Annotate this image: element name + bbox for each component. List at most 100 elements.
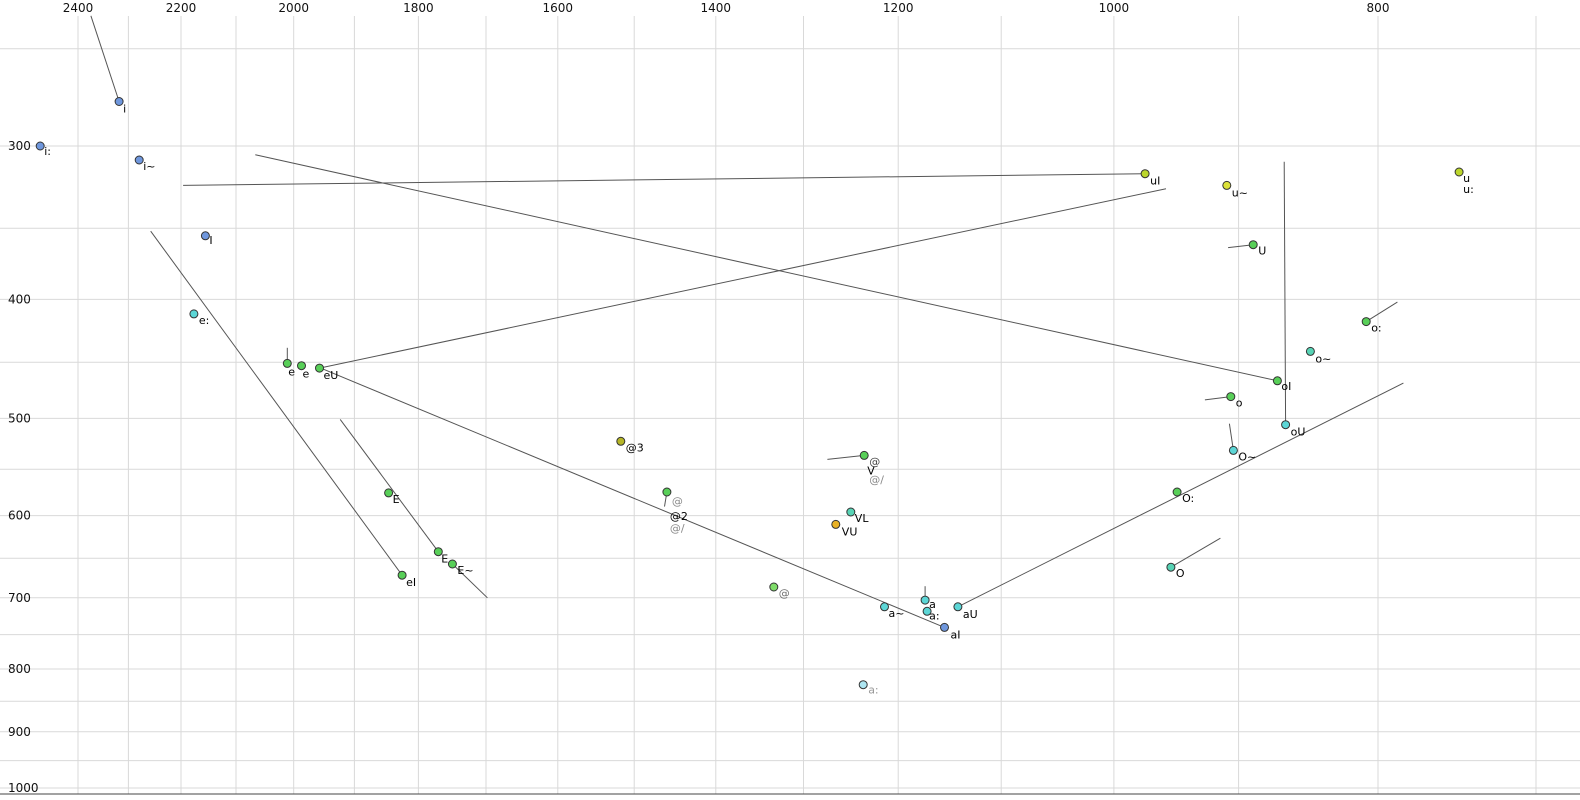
vowel-label-a-long: a: [929, 609, 939, 622]
vowel-point-O-nasal [1228, 445, 1238, 455]
vowel-label-uI: uI [1150, 175, 1160, 188]
vowel-point-aU [953, 602, 963, 612]
y-tick-label: 600 [8, 509, 31, 523]
vowel-label-VL: VL [855, 512, 870, 525]
vowel-point-aI [940, 622, 949, 632]
vowel-tail-oU [1283, 161, 1287, 425]
vowel-tail-aI [320, 367, 945, 628]
vowel-point-VU [831, 519, 841, 529]
vowel-point-o-long [1361, 317, 1371, 327]
vowel-label-oI: oI [1281, 380, 1291, 393]
x-tick-label: 1800 [403, 1, 434, 15]
vowel-point-i [114, 97, 124, 106]
y-tick-label: 300 [8, 139, 31, 153]
vowel-label-e-long: e: [199, 314, 209, 327]
x-tick-label: 1600 [543, 1, 574, 15]
vowel-label-u-nasal: u~ [1232, 186, 1248, 199]
x-tick-label: 1200 [883, 1, 914, 15]
vowel-label-o: o [1236, 397, 1243, 410]
y-tick-label: 800 [8, 662, 31, 676]
vowel-label-schwa2: @2 [670, 510, 688, 523]
vowel-point-a-long [922, 606, 932, 616]
vowel-point-E1 [384, 488, 394, 498]
vowel-point-a [920, 595, 930, 605]
vowel-point-o [1226, 392, 1236, 402]
vowel-point-O [1166, 562, 1176, 572]
vowel-point-E2 [433, 547, 443, 557]
vowel-tail-eI [150, 230, 403, 576]
x-tick-label: 2200 [166, 1, 197, 15]
vowel-tail-V [827, 454, 865, 460]
vowel-point-schwa3 [616, 436, 626, 446]
vowel-tail-uI [183, 173, 1146, 186]
vowel-point-schwa2 [662, 487, 672, 497]
vowel-label-E2: E [441, 553, 448, 566]
vowel-label-schwa2: @ [672, 495, 683, 508]
vowel-point-eI [397, 570, 407, 580]
vowel-label-schwa3: @3 [626, 441, 644, 454]
vowel-point-oI [1272, 376, 1282, 386]
vowel-label-i: i [123, 103, 126, 116]
vowel-label-eU: eU [324, 369, 339, 382]
vowel-label-O-long: O: [1182, 492, 1194, 505]
vowel-label-e2: e [303, 368, 310, 381]
vowel-label-a: a [929, 598, 936, 611]
y-tick-label: 500 [8, 411, 31, 425]
vowel-point-I [200, 231, 210, 241]
vowel-tail-E2 [339, 419, 439, 552]
vowel-label-E-nasal: E~ [457, 564, 473, 577]
vowel-label-a-long-2: a: [868, 684, 878, 697]
vowel-label-schwa2: @/ [670, 522, 685, 535]
x-tick-label: 1400 [701, 1, 732, 15]
vowel-label-u-long: u [1463, 172, 1470, 185]
vowel-label-aU: aU [963, 608, 978, 621]
vowel-label-V: @ [869, 455, 880, 468]
y-tick-label: 900 [8, 725, 31, 739]
vowel-point-V [859, 450, 869, 460]
vowel-point-i-long [35, 141, 45, 151]
vowel-tail-O [1170, 537, 1221, 568]
vowel-point-e-long [189, 309, 199, 319]
vowel-point-a-nasal [880, 602, 889, 612]
vowel-point-u-nasal [1222, 180, 1232, 190]
vowel-label-V: V [867, 464, 875, 477]
vowel-label-a-nasal: a~ [889, 607, 905, 620]
vowel-point-a-long-2 [858, 680, 868, 690]
vowel-label-e1: e [288, 365, 295, 378]
vowel-label-u-long: u: [1463, 183, 1474, 196]
vowel-label-schwa: @ [779, 587, 790, 600]
vowel-point-i-nasal [134, 155, 144, 165]
vowel-tail-oI [255, 154, 1278, 382]
vowel-label-o-long: o: [1371, 322, 1381, 335]
vowel-label-O-nasal: O~ [1238, 450, 1256, 463]
y-tick-label: 400 [8, 292, 31, 306]
vowel-label-I: I [209, 234, 212, 247]
vowel-tail-aU [957, 382, 1404, 608]
vowel-point-oU [1281, 420, 1291, 430]
vowel-tail-o-long [1365, 301, 1398, 323]
vowel-point-e1 [282, 358, 292, 368]
vowel-point-u-long [1454, 167, 1464, 177]
vowel-tail-i [90, 15, 120, 102]
y-tick-label: 1000 [8, 781, 39, 795]
vowel-label-eI: eI [406, 576, 416, 589]
vowel-tail-E-nasal [452, 563, 488, 599]
vowel-point-U [1248, 240, 1258, 250]
vowel-label-aI: aI [951, 628, 961, 641]
vowel-label-U: U [1258, 245, 1266, 258]
vowel-tail-eU [319, 188, 1167, 369]
vowel-label-E1: E [393, 493, 400, 506]
vowel-label-VU: VU [842, 525, 858, 538]
vowel-label-oU: oU [1291, 426, 1306, 439]
x-tick-label: 1000 [1099, 1, 1130, 15]
vowel-point-O-long [1172, 487, 1182, 497]
vowel-label-o-nasal: o~ [1315, 352, 1331, 365]
vowel-label-V: @/ [869, 473, 884, 486]
vowel-label-i-nasal: i~ [143, 160, 155, 173]
vowel-label-O: O [1176, 567, 1185, 580]
vowel-label-i-long: i: [44, 145, 51, 158]
vowel-point-VL [846, 507, 856, 517]
x-tick-label: 2400 [63, 1, 94, 15]
vowel-point-uI [1140, 169, 1150, 179]
